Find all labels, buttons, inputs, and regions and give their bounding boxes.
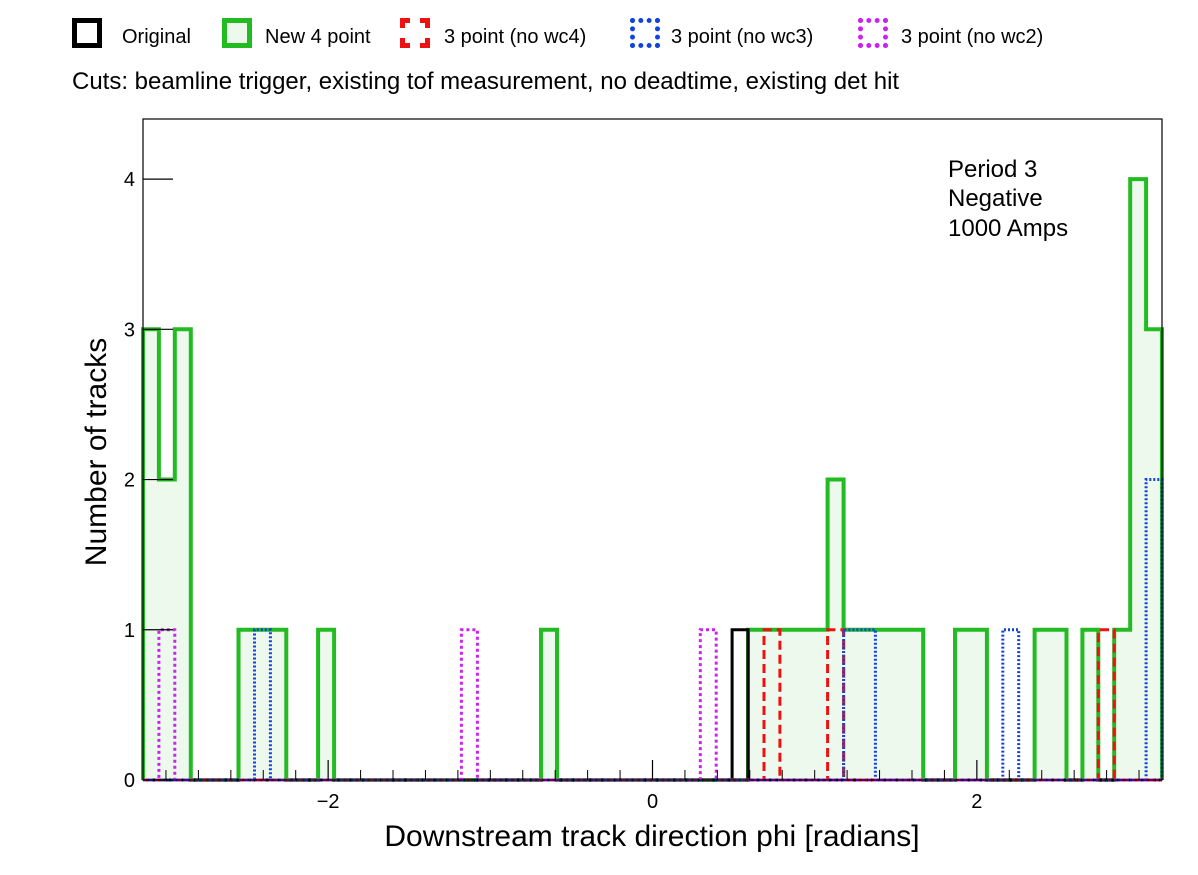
annotation-period: Period 3	[948, 156, 1037, 183]
legend-label-no-wc3: 3 point (no wc3)	[671, 26, 814, 48]
x-tick-label: 0	[647, 791, 658, 813]
histogram-series-4	[143, 628, 1162, 782]
histogram-series-0	[143, 628, 1162, 782]
y-tick-label: 1	[124, 620, 135, 642]
y-tick-label: 2	[124, 470, 135, 492]
x-tick-label: 2	[971, 791, 982, 813]
legend-label-original: Original	[122, 26, 191, 48]
y-axis-label: Number of tracks	[80, 338, 113, 566]
legend-swatch-no-wc3	[630, 18, 660, 48]
legend-swatch-new-4-point	[222, 18, 252, 48]
y-tick-label: 4	[124, 169, 135, 191]
histogram-series-2	[143, 628, 1162, 782]
annotation-current: 1000 Amps	[948, 215, 1068, 242]
axes-group: −2 0 2 0 1 2 3 4	[124, 169, 1140, 813]
legend-swatch-no-wc4	[400, 18, 430, 48]
legend-swatch-original	[72, 18, 102, 48]
legend-label-no-wc4: 3 point (no wc4)	[444, 26, 587, 48]
legend-label-new-4-point: New 4 point	[265, 26, 371, 48]
legend-label-no-wc2: 3 point (no wc2)	[901, 26, 1044, 48]
y-tick-label: 0	[124, 770, 135, 792]
histogram-series-1	[141, 177, 1164, 782]
legend-swatch-no-wc2	[858, 18, 888, 48]
y-tick-label: 3	[124, 319, 135, 341]
legend: Original New 4 point 3 point (no wc4) 3 …	[0, 0, 1198, 60]
x-tick-label: −2	[317, 791, 340, 813]
annotation-polarity: Negative	[948, 185, 1043, 212]
cuts-caption: Cuts: beamline trigger, existing tof mea…	[72, 68, 900, 95]
histogram-series-3	[143, 478, 1164, 782]
x-axis-label: Downstream track direction phi [radians]	[384, 820, 919, 853]
histogram-series-group	[141, 177, 1164, 782]
